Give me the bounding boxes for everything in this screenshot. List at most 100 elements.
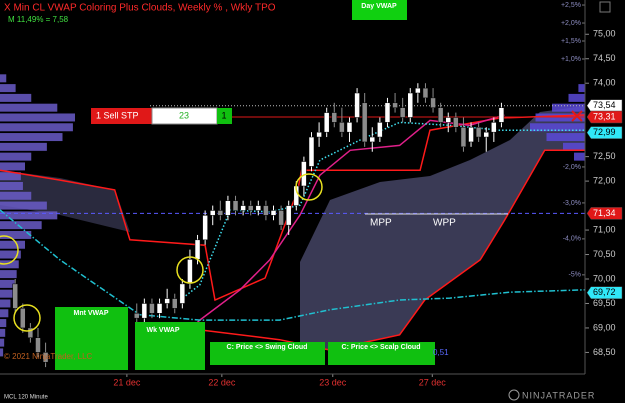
y2-tick-label: -5%	[569, 272, 581, 279]
profile-bar	[0, 142, 47, 151]
candle-body	[278, 210, 284, 226]
candle-body	[270, 210, 277, 216]
profile-bar	[0, 240, 25, 249]
y2-tick-label: +1,5%	[561, 38, 581, 45]
day-vwap-box	[352, 0, 407, 20]
candle-body	[445, 117, 451, 123]
indicator-line	[0, 114, 586, 302]
y-tick-label: 70,00	[593, 273, 616, 283]
candle-body	[498, 107, 505, 123]
candle-body	[369, 136, 376, 143]
candle-body	[27, 327, 34, 338]
candle-body	[20, 308, 26, 329]
brand-logo	[508, 389, 520, 401]
highlight-circle	[295, 173, 323, 201]
profile-bar	[0, 348, 4, 357]
profile-bar	[0, 172, 21, 181]
profile-bar	[0, 250, 21, 259]
plot-layer: 68,50 69,00 69,50 70,00 70,50 71,00 72,00 72,50…	[0, 2, 616, 387]
y-tick-label: 68,50	[593, 347, 616, 357]
profile-bar	[530, 123, 585, 132]
profile-bar	[568, 93, 585, 102]
profile-bar	[0, 309, 9, 318]
profile-bar	[0, 299, 11, 308]
candle-body	[331, 112, 338, 123]
profile-bar	[0, 328, 6, 337]
chart-title: X Min CL VWAP Coloring Plus Clouds, Week…	[4, 3, 276, 14]
order-label: 1 Sell STP	[96, 110, 139, 120]
price-marker-label: 73,54	[593, 100, 616, 110]
candle-body	[35, 337, 41, 353]
y-tick-label: 72,50	[593, 151, 616, 161]
profile-bar	[552, 103, 585, 112]
candle-body	[361, 102, 368, 143]
profile-bar	[546, 133, 585, 142]
y2-tick-label: -2,0%	[563, 164, 581, 171]
profile-bar	[0, 338, 5, 347]
y-tick-label: 69,00	[593, 322, 616, 332]
candle-body	[468, 127, 474, 143]
candle-body	[346, 122, 353, 133]
value-tag: 0,51	[433, 348, 449, 357]
candle-body	[339, 122, 345, 133]
cloud-layer	[0, 106, 585, 350]
y-tick-label: 75,00	[593, 29, 616, 39]
profile-bar	[0, 191, 32, 200]
y-tick-label: 74,00	[593, 78, 616, 88]
candle-body	[460, 127, 467, 148]
candle-body	[202, 215, 208, 241]
candle-body	[308, 136, 315, 167]
price-marker-label: 73,31	[593, 111, 616, 121]
profile-bar	[0, 93, 32, 102]
wk-vwap-label: Wk VWAP	[146, 327, 179, 334]
wk-vwap-box	[135, 322, 205, 370]
candle-body	[263, 205, 269, 216]
mpp-label: MPP	[370, 218, 392, 229]
scalp-cloud-box	[328, 342, 435, 365]
y-tick-label: 69,50	[593, 298, 616, 308]
candle-body	[247, 205, 254, 211]
profile-bar	[0, 201, 47, 210]
price-marker-box	[586, 110, 623, 124]
candle-body	[384, 102, 391, 123]
swing-cloud-box	[210, 342, 325, 365]
mnt-vwap-box	[55, 307, 128, 370]
price-marker-label: 72,99	[593, 127, 616, 137]
y-tick-label: 72,00	[593, 175, 616, 185]
profile-bar	[563, 142, 585, 151]
price-marker-box	[586, 126, 623, 139]
candle-body	[149, 303, 155, 314]
order-quantity-box[interactable]	[217, 108, 232, 124]
x-tick-label: 21 dec	[113, 377, 141, 387]
candle-body	[240, 205, 246, 211]
wpp-label: WPP	[433, 218, 456, 229]
x-tick-label: 27 dec	[419, 377, 447, 387]
profile-bar	[0, 162, 25, 171]
profile-bar	[0, 182, 23, 190]
chart-subtitle: M 11,49% = 7,58	[8, 15, 69, 24]
candle-body	[255, 205, 262, 211]
candle-body	[179, 283, 186, 304]
candle-body	[164, 298, 170, 304]
price-marker-label: 71,34	[593, 208, 616, 218]
profile-bar	[0, 211, 58, 220]
scalp-cloud-label: C: Price <> Scalp Cloud	[342, 344, 421, 351]
y-tick-label: 74,50	[593, 53, 616, 63]
order-quantity: 1	[221, 110, 226, 120]
candle-body	[316, 131, 322, 138]
candle-body	[12, 283, 18, 309]
mnt-vwap-label: Mnt VWAP	[74, 310, 109, 317]
y-tick-label: 71,00	[593, 224, 616, 234]
profile-bar	[0, 289, 13, 298]
order-button[interactable]	[91, 108, 152, 124]
swing-cloud	[300, 106, 585, 350]
candle-body	[141, 303, 148, 319]
profile-bar	[0, 84, 16, 93]
candle-body	[437, 107, 444, 123]
y2-tick-label: +2,5%	[561, 2, 581, 9]
corner-icon[interactable]	[599, 1, 611, 13]
candle-body	[232, 200, 239, 211]
candle-body	[407, 92, 414, 118]
cancel-order-icon[interactable]	[571, 110, 583, 122]
price-marker-box	[586, 286, 623, 299]
